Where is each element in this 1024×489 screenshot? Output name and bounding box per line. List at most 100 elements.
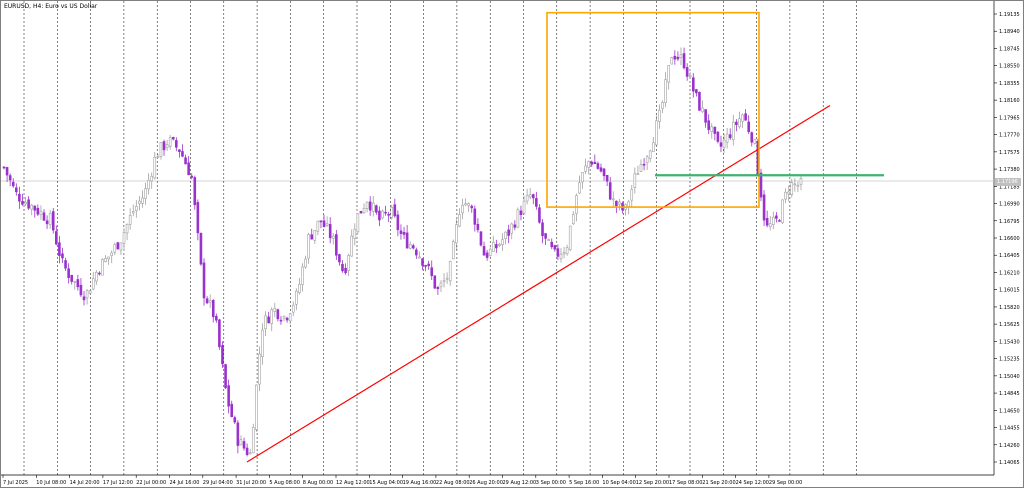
candle-body xyxy=(636,173,640,175)
candle-body xyxy=(319,220,323,223)
candle-body xyxy=(778,220,781,222)
candle-body xyxy=(236,422,240,446)
drawing-objects-layer[interactable] xyxy=(246,11,884,463)
candle-body xyxy=(439,282,443,288)
candle-body xyxy=(602,168,606,177)
candle-body xyxy=(79,284,83,296)
candle-body xyxy=(608,182,612,200)
candle-body xyxy=(165,144,169,149)
candle-body xyxy=(331,235,335,239)
candle-body xyxy=(741,114,744,122)
price-axis-label: 1.15040 xyxy=(999,374,1020,380)
candle-body xyxy=(402,232,406,235)
candle-body xyxy=(270,309,274,324)
candle-body xyxy=(73,281,77,283)
candle-body xyxy=(15,187,18,193)
candle-body xyxy=(224,364,227,389)
candle-body xyxy=(264,315,267,330)
candle-body xyxy=(190,175,194,178)
candle-body xyxy=(501,239,504,246)
candle-body xyxy=(433,275,437,289)
candle-body xyxy=(365,201,369,209)
candle-body xyxy=(147,179,150,190)
candle-body xyxy=(107,256,110,260)
candle-body xyxy=(655,120,658,146)
candle-body xyxy=(651,142,655,153)
candle-body xyxy=(359,210,363,214)
time-axis-label: 10 Sep 04:00 xyxy=(602,480,635,486)
candle-body xyxy=(451,241,455,260)
candle-body xyxy=(676,56,680,60)
candle-body xyxy=(759,172,763,198)
price-axis-label: 1.18355 xyxy=(999,81,1020,87)
candle-body xyxy=(181,151,184,157)
time-axis-label: 12 Sep 20:00 xyxy=(636,480,669,486)
candle-body xyxy=(251,427,255,454)
time-axis-label: 22 Aug 08:00 xyxy=(436,480,470,486)
candle-body xyxy=(168,137,172,147)
candle-body xyxy=(113,244,117,253)
candle-body xyxy=(178,149,181,153)
price-axis-label: 1.19135 xyxy=(999,12,1020,18)
time-axis-label: 15 Aug 04:00 xyxy=(369,480,403,486)
candle-body xyxy=(528,194,532,198)
candle-body xyxy=(695,89,698,94)
candle-body xyxy=(599,167,603,172)
candle-body xyxy=(682,53,686,69)
candle-body xyxy=(282,315,286,319)
candle-body xyxy=(479,231,483,246)
candle-body xyxy=(427,263,430,267)
price-axis-label: 1.15820 xyxy=(999,305,1020,311)
time-axis-label: 29 Aug 12:00 xyxy=(503,480,537,486)
candle-body xyxy=(76,279,80,288)
orange-rectangle xyxy=(546,11,760,208)
candle-body xyxy=(215,315,218,321)
candle-body xyxy=(30,204,33,210)
candle-body xyxy=(710,126,714,133)
candle-body xyxy=(175,140,178,148)
candle-body xyxy=(781,199,784,223)
candle-body xyxy=(510,223,514,234)
candle-body xyxy=(790,182,794,195)
candle-body xyxy=(408,243,412,249)
candle-body xyxy=(242,441,246,449)
candle-body xyxy=(630,189,634,201)
candle-body xyxy=(362,208,366,214)
candle-body xyxy=(304,258,307,268)
candle-body xyxy=(67,268,70,278)
time-axis-label: 17 Sep 08:00 xyxy=(669,480,702,486)
candle-body xyxy=(430,267,434,277)
candle-body xyxy=(295,290,298,305)
price-axis-label: 1.14260 xyxy=(999,443,1020,449)
candle-body xyxy=(128,215,132,225)
candle-body xyxy=(596,163,600,169)
candle-body xyxy=(719,142,723,147)
candle-body xyxy=(787,191,790,195)
time-axis-label: 7 Jul 2025 xyxy=(3,480,28,486)
candle-body xyxy=(316,220,320,232)
candle-body xyxy=(470,205,474,209)
candle-body xyxy=(135,206,138,211)
candle-body xyxy=(504,231,507,239)
price-axis-label: 1.17380 xyxy=(999,167,1020,173)
price-axis-label: 1.17575 xyxy=(999,150,1020,156)
candle-body xyxy=(691,77,695,92)
price-axis-label: 1.17965 xyxy=(999,115,1020,121)
candle-body xyxy=(208,300,212,303)
candle-body xyxy=(390,206,394,218)
candle-body xyxy=(88,290,92,294)
candle-body xyxy=(122,232,126,244)
time-axis-label: 5 Aug 08:00 xyxy=(269,480,300,486)
candle-body xyxy=(485,252,489,258)
candle-body xyxy=(347,255,350,271)
candle-body xyxy=(507,229,510,236)
candle-body xyxy=(45,220,49,225)
candle-body xyxy=(325,223,329,226)
candle-body xyxy=(221,345,224,365)
candle-body xyxy=(291,304,295,313)
candle-body xyxy=(544,233,547,239)
candle-body xyxy=(658,109,661,122)
candle-body xyxy=(728,134,732,139)
